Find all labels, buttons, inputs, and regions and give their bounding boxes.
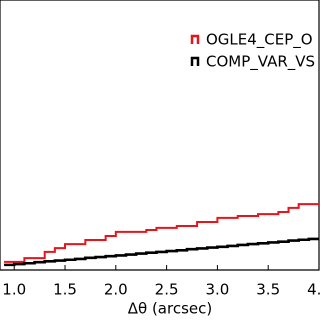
legend-marker [190,34,200,44]
x-axis-label: Δθ (arcsec) [128,300,212,318]
x-tick-label: 2.5 [155,281,179,299]
series-line [4,203,319,263]
x-tick-label: 2.0 [104,281,128,299]
legend-label: OGLE4_CEP_O [206,31,313,50]
x-tick-label: 3.0 [205,281,229,299]
series-line [4,237,319,267]
x-tick-label: 1.5 [53,281,77,299]
x-tick-label: 1.0 [2,281,26,299]
x-tick-label: 3.5 [256,281,280,299]
legend-marker [190,56,200,66]
x-tick-label: 4.0 [307,281,320,299]
legend-label: COMP_VAR_VS [206,53,315,72]
